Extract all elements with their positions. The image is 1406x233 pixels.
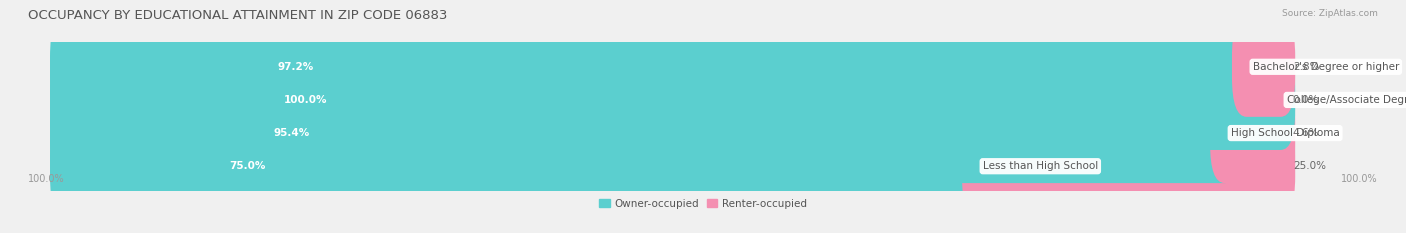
Text: 100.0%: 100.0% (284, 95, 328, 105)
FancyBboxPatch shape (51, 115, 1295, 216)
FancyBboxPatch shape (51, 116, 1295, 216)
Text: 95.4%: 95.4% (273, 128, 309, 138)
FancyBboxPatch shape (51, 17, 1261, 117)
FancyBboxPatch shape (962, 116, 1295, 216)
FancyBboxPatch shape (51, 83, 1239, 183)
Text: 0.0%: 0.0% (1292, 95, 1319, 105)
Text: College/Associate Degree: College/Associate Degree (1286, 95, 1406, 105)
Text: OCCUPANCY BY EDUCATIONAL ATTAINMENT IN ZIP CODE 06883: OCCUPANCY BY EDUCATIONAL ATTAINMENT IN Z… (28, 9, 447, 22)
Legend: Owner-occupied, Renter-occupied: Owner-occupied, Renter-occupied (595, 194, 811, 213)
FancyBboxPatch shape (51, 50, 1295, 150)
Text: 100.0%: 100.0% (28, 174, 65, 184)
Text: 4.6%: 4.6% (1292, 128, 1319, 138)
Text: 100.0%: 100.0% (1341, 174, 1378, 184)
FancyBboxPatch shape (51, 83, 1295, 183)
FancyBboxPatch shape (51, 116, 991, 216)
Text: Source: ZipAtlas.com: Source: ZipAtlas.com (1282, 9, 1378, 18)
Text: High School Diploma: High School Diploma (1230, 128, 1340, 138)
Text: Bachelor's Degree or higher: Bachelor's Degree or higher (1253, 62, 1399, 72)
Text: 25.0%: 25.0% (1292, 161, 1326, 171)
FancyBboxPatch shape (51, 50, 1295, 150)
Text: 97.2%: 97.2% (277, 62, 314, 72)
Text: 75.0%: 75.0% (229, 161, 266, 171)
FancyBboxPatch shape (51, 17, 1295, 117)
Text: Less than High School: Less than High School (983, 161, 1098, 171)
Text: 2.8%: 2.8% (1292, 62, 1319, 72)
FancyBboxPatch shape (1232, 17, 1295, 117)
FancyBboxPatch shape (51, 49, 1295, 150)
FancyBboxPatch shape (1211, 83, 1295, 183)
FancyBboxPatch shape (51, 16, 1295, 117)
FancyBboxPatch shape (51, 82, 1295, 183)
